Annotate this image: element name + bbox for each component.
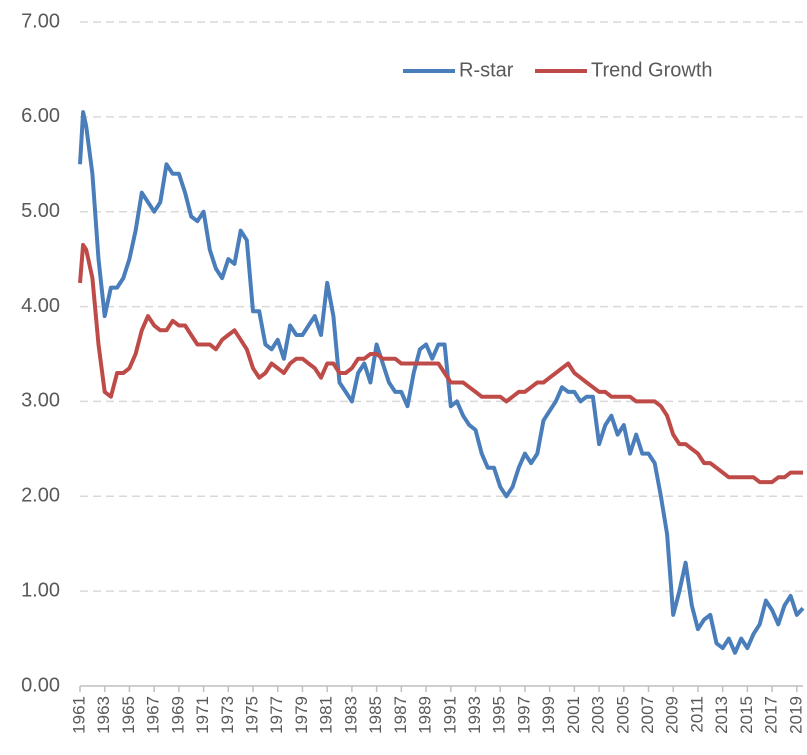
x-tick-label: 2009 [663, 696, 682, 734]
x-tick-label: 1967 [144, 696, 163, 734]
y-tick-label: 3.00 [21, 390, 60, 412]
y-tick-label: 4.00 [21, 295, 60, 317]
y-tick-label: 7.00 [21, 10, 60, 32]
x-tick-label: 1963 [94, 696, 113, 734]
legend-label: Trend Growth [591, 59, 713, 81]
y-tick-label: 5.00 [21, 200, 60, 222]
x-tick-label: 1997 [514, 696, 533, 734]
x-tick-label: 1989 [416, 696, 435, 734]
x-tick-label: 1971 [193, 696, 212, 734]
y-tick-label: 1.00 [21, 579, 60, 601]
x-tick-label: 1993 [465, 696, 484, 734]
x-tick-label: 1981 [317, 696, 336, 734]
legend-label: R-star [459, 59, 514, 81]
x-tick-label: 2019 [786, 696, 805, 734]
x-tick-label: 2013 [712, 696, 731, 734]
x-tick-label: 1977 [267, 696, 286, 734]
y-tick-label: 0.00 [21, 674, 60, 696]
x-tick-label: 1983 [341, 696, 360, 734]
x-tick-label: 2007 [638, 696, 657, 734]
x-tick-label: 1999 [539, 696, 558, 734]
line-series [78, 242, 803, 485]
x-tick-label: 2003 [589, 696, 608, 734]
y-tick-label: 2.00 [21, 485, 60, 507]
x-tick-label: 1985 [366, 696, 385, 734]
x-tick-label: 1975 [243, 696, 262, 734]
x-tick-label: 2015 [737, 696, 756, 734]
x-tick-label: 2017 [762, 696, 781, 734]
x-tick-label: 1969 [168, 696, 187, 734]
x-tick-label: 1995 [490, 696, 509, 734]
y-tick-label: 6.00 [21, 105, 60, 127]
x-tick-label: 1965 [119, 696, 138, 734]
x-tick-label: 2001 [564, 696, 583, 734]
line-series [78, 110, 805, 655]
x-tick-label: 1961 [69, 696, 88, 734]
x-tick-label: 1987 [391, 696, 410, 734]
x-tick-label: 1991 [440, 696, 459, 734]
x-tick-label: 1973 [218, 696, 237, 734]
x-tick-label: 2011 [687, 696, 706, 733]
x-tick-label: 1979 [292, 696, 311, 734]
x-tick-label: 2005 [613, 696, 632, 734]
